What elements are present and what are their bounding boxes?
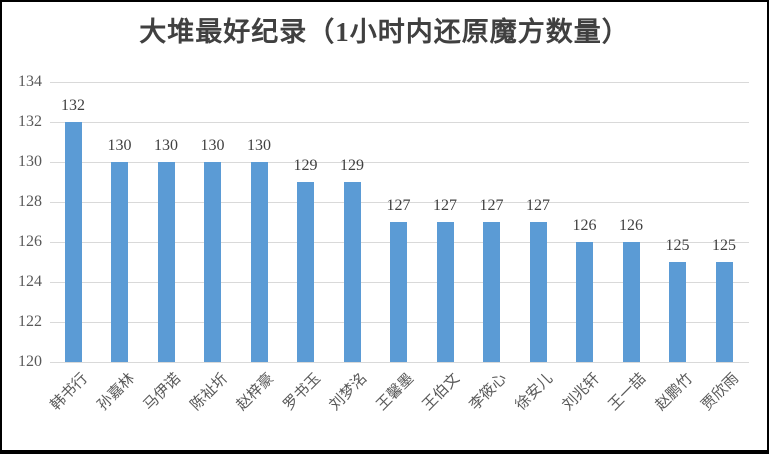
bar [250, 162, 268, 362]
bar [204, 162, 221, 362]
bar [529, 222, 547, 362]
bar [297, 182, 314, 362]
bar-value-label: 127 [479, 197, 504, 214]
y-axis-tick-label: 122 [18, 313, 42, 330]
bar-value-label: 127 [433, 197, 457, 214]
bar [576, 242, 593, 362]
y-axis-tick-label: 128 [18, 193, 42, 210]
bar-value-label: 127 [526, 197, 550, 214]
y-axis-tick-label: 130 [18, 153, 42, 170]
bar [483, 222, 500, 362]
bar-value-label: 130 [200, 137, 225, 154]
bar [157, 162, 175, 362]
gridline [50, 122, 749, 123]
bar-value-label: 132 [61, 97, 85, 114]
bar [390, 222, 407, 362]
bar-value-label: 130 [107, 137, 132, 154]
bar-value-label: 130 [247, 137, 271, 154]
y-axis-tick-label: 126 [18, 233, 42, 250]
bar [111, 162, 128, 362]
bar-value-label: 125 [712, 237, 736, 254]
bar [622, 242, 640, 362]
y-axis-tick-label: 132 [18, 113, 42, 130]
bar-value-label: 126 [619, 217, 643, 234]
bar-value-label: 129 [340, 157, 364, 174]
bar [64, 122, 82, 362]
gridline [50, 82, 749, 83]
bar [436, 222, 454, 362]
bar-value-label: 125 [665, 237, 690, 254]
y-axis-tick-label: 134 [18, 73, 42, 90]
bar [343, 182, 361, 362]
gridline [50, 202, 749, 203]
y-axis-tick-label: 124 [18, 273, 42, 290]
chart-title: 大堆最好纪录（1小时内还原魔方数量） [139, 17, 630, 47]
gridline [50, 162, 749, 163]
y-axis-tick-label: 120 [18, 353, 42, 370]
bar-value-label: 130 [154, 137, 178, 154]
bar-value-label: 129 [293, 157, 318, 174]
bar [715, 262, 733, 362]
bar-value-label: 126 [572, 217, 597, 234]
bar [669, 262, 686, 362]
bar-value-label: 127 [386, 197, 411, 214]
gridline [50, 362, 749, 363]
